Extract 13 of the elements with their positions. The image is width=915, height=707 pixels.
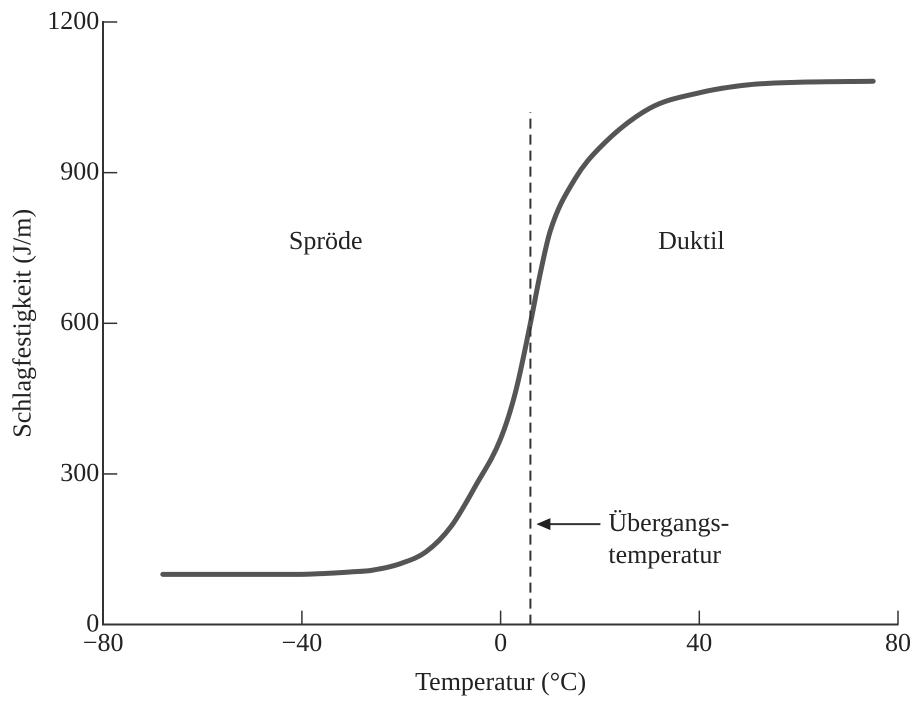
x-axis-title: Temperatur (°C) [415, 667, 586, 696]
ref-line-label: Übergangs- temperatur [608, 508, 730, 569]
x-tick-label: −40 [282, 628, 322, 658]
y-axis-title: Schlagfestigkeit (J/m) [7, 208, 36, 438]
annotation: Spröde [288, 226, 363, 255]
y-tick-label: 900 [60, 156, 100, 186]
y-tick-label: 1200 [47, 6, 100, 35]
y-tick-label: 300 [60, 458, 100, 487]
y-tick-label: 600 [60, 307, 100, 336]
x-tick-label: 40 [686, 628, 712, 658]
x-tick-label: 80 [885, 628, 911, 658]
x-tick-label: 0 [494, 628, 508, 658]
annotation: Duktil [658, 226, 725, 255]
